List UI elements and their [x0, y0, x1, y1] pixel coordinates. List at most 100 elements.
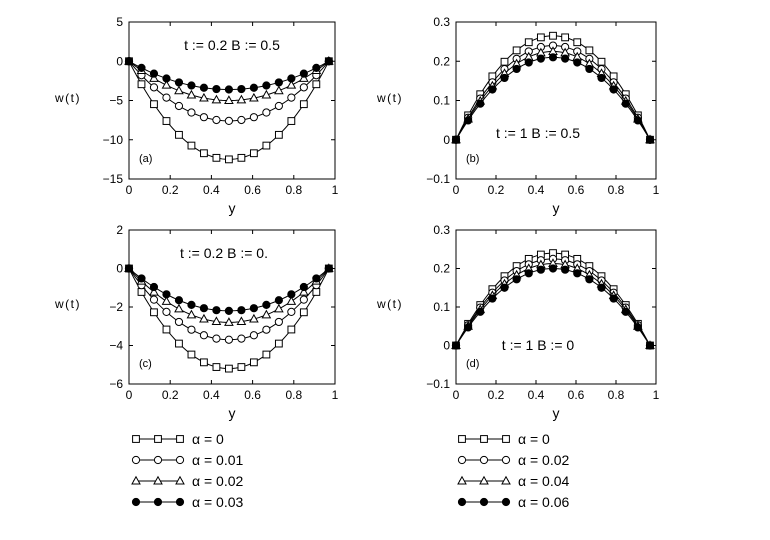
legend-item: α = 0 — [130, 428, 243, 449]
y-axis-label: w(t) — [376, 91, 403, 105]
data-point — [500, 73, 509, 83]
x-axis-label: y — [553, 200, 560, 216]
data-point — [536, 54, 545, 63]
data-point — [199, 83, 209, 92]
y-tick-label: 0.2 — [433, 54, 450, 68]
data-point — [312, 288, 321, 296]
data-point — [274, 303, 284, 313]
data-point — [298, 286, 309, 296]
data-point — [200, 149, 208, 158]
x-tick-label: 0 — [453, 183, 460, 197]
data-point — [174, 303, 184, 313]
x-tick-label: 1 — [332, 183, 339, 197]
legend-marker — [457, 497, 467, 506]
parameter-annotation: t := 0.2 B := 0. — [180, 245, 268, 261]
data-point — [312, 80, 321, 89]
data-point — [149, 83, 159, 92]
parameter-annotation: t := 1 B := 0 — [502, 337, 575, 353]
parameter-annotation: t := 1 B := 0.5 — [496, 125, 580, 141]
data-point — [187, 325, 196, 334]
legend-item: α = 0.01 — [130, 449, 243, 470]
legend-swatch — [457, 455, 511, 464]
data-point — [645, 341, 655, 350]
data-point — [621, 307, 630, 316]
data-point — [312, 63, 321, 72]
x-axis-label: y — [553, 405, 560, 421]
data-point — [287, 325, 296, 334]
data-point — [585, 46, 594, 55]
data-point — [150, 100, 158, 109]
x-tick-label: 0.2 — [488, 388, 505, 402]
data-point — [573, 38, 582, 47]
legend-marker — [154, 434, 162, 443]
series-circle-filled — [124, 57, 333, 94]
data-point — [597, 73, 606, 83]
data-point — [137, 63, 146, 72]
data-point — [212, 334, 221, 343]
x-tick-label: 1 — [332, 388, 339, 402]
data-point — [274, 296, 283, 305]
data-point — [287, 290, 296, 299]
series-line — [128, 268, 330, 341]
data-point — [149, 73, 159, 82]
data-point — [524, 58, 533, 67]
data-point — [597, 57, 606, 66]
data-point — [249, 304, 258, 313]
data-point — [287, 117, 296, 125]
legend-label: α = 0 — [192, 430, 224, 447]
legend-marker — [176, 434, 184, 443]
x-tick-label: 0.6 — [568, 388, 585, 402]
data-point — [249, 113, 258, 122]
data-point — [199, 313, 209, 323]
x-tick-label: 0.2 — [162, 183, 179, 197]
y-tick-label: 0.1 — [433, 300, 450, 314]
data-point — [161, 79, 172, 89]
data-point — [597, 283, 606, 292]
data-point — [262, 300, 271, 309]
data-point — [161, 296, 172, 305]
x-tick-label: 1 — [653, 388, 660, 402]
x-tick-label: 0.8 — [608, 183, 625, 197]
data-point — [585, 64, 594, 74]
legend-marker — [131, 497, 141, 506]
legend-swatch — [131, 475, 185, 484]
data-point — [488, 294, 497, 303]
x-tick-label: 0.4 — [528, 183, 545, 197]
data-point — [324, 264, 333, 273]
data-point — [237, 84, 246, 94]
data-point — [262, 81, 271, 90]
data-point — [261, 309, 272, 319]
data-point — [476, 99, 485, 108]
data-point — [187, 141, 196, 150]
legend-label: α = 0.02 — [192, 472, 244, 489]
data-point — [212, 363, 221, 371]
data-point — [187, 300, 196, 309]
data-point — [262, 325, 271, 334]
legend-marker — [479, 475, 489, 484]
y-tick-label: 0.1 — [433, 94, 450, 108]
x-axis-label: y — [229, 405, 236, 421]
series-circle-filled — [451, 53, 655, 144]
x-tick-label: 0.4 — [203, 388, 220, 402]
data-point — [224, 85, 234, 94]
legend-swatch — [457, 497, 511, 506]
y-tick-label: −2 — [109, 300, 123, 314]
legend-swatch — [131, 455, 185, 464]
y-tick-label: −4 — [109, 339, 123, 353]
y-tick-label: 0.2 — [433, 262, 450, 276]
data-point — [536, 33, 545, 42]
x-tick-label: 0 — [126, 388, 133, 402]
x-tick-label: 0.8 — [285, 388, 302, 402]
y-tick-label: 5 — [116, 15, 123, 29]
data-point — [199, 113, 209, 122]
data-point — [249, 83, 258, 92]
data-point — [249, 331, 258, 340]
x-tick-label: 0.8 — [608, 388, 625, 402]
data-point — [149, 286, 159, 296]
legend-label: α = 0 — [518, 430, 550, 447]
data-point — [236, 316, 247, 326]
panel-b: 0 0.2 0.4 0.6 0.8 10.30.20.10−0.1yw(t)t := 1 … — [376, 15, 660, 216]
x-axis-label: y — [229, 200, 236, 216]
data-point — [287, 307, 296, 317]
